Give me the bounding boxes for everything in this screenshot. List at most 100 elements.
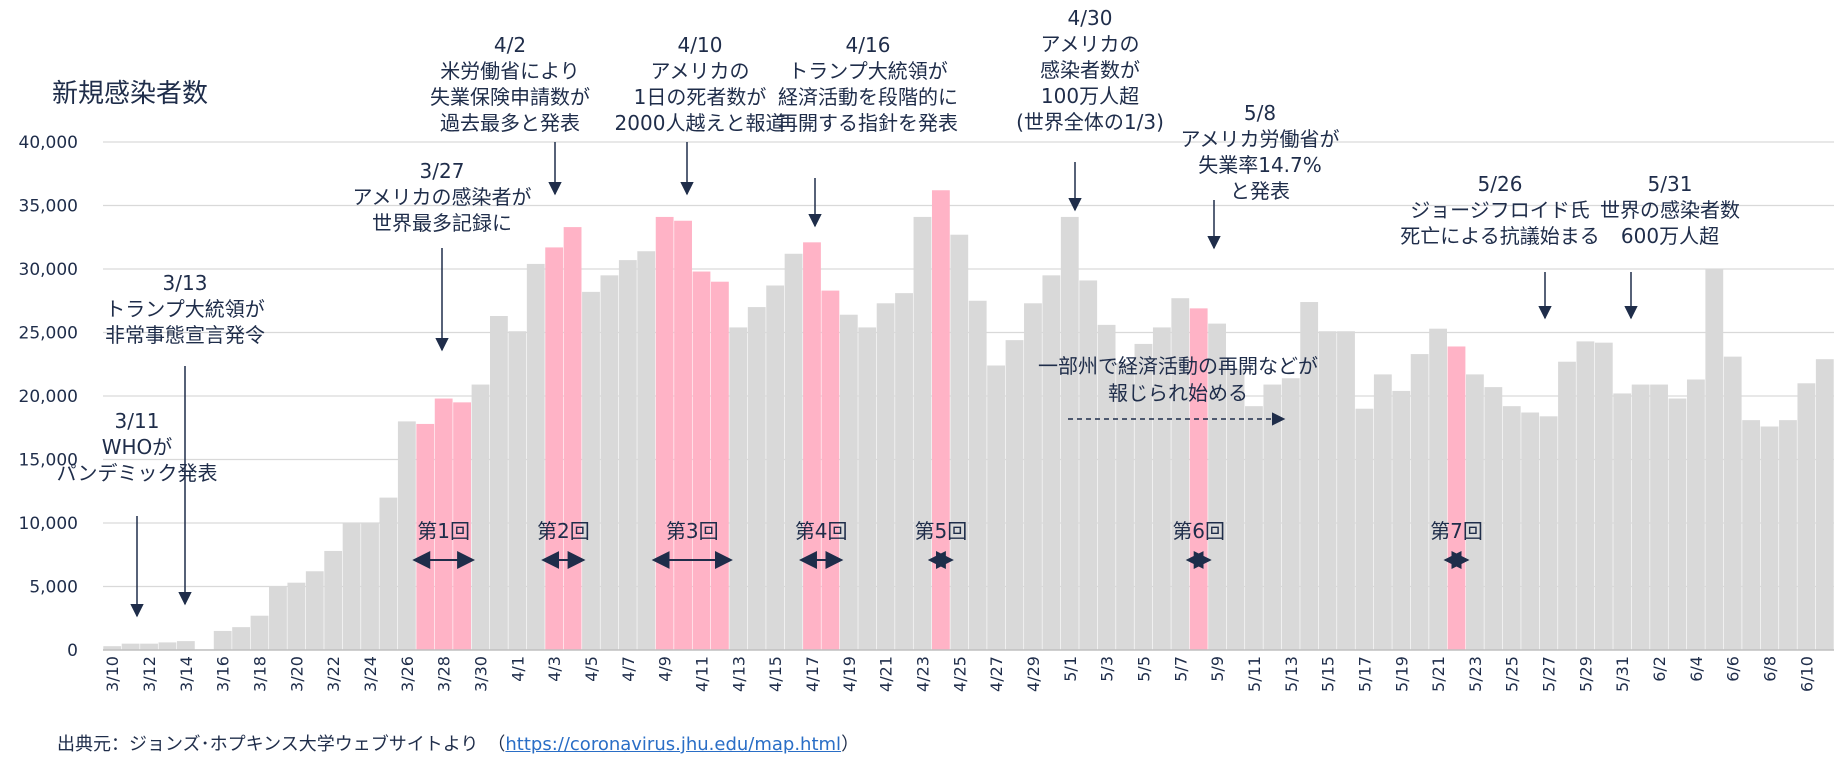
bar-5/14 bbox=[1300, 302, 1319, 650]
bar-5/27 bbox=[1539, 416, 1558, 650]
bar-3/12 bbox=[140, 643, 158, 650]
bar-3/17 bbox=[232, 627, 251, 650]
x-tick-label: 6/2 bbox=[1650, 656, 1669, 682]
bar-5/2 bbox=[1079, 280, 1098, 650]
round-markers: 第1回 第2回 第3回 第4回 第5回 第6回 第7回 bbox=[412, 519, 1483, 569]
bar-3/23 bbox=[342, 523, 361, 650]
y-tick-label: 20,000 bbox=[19, 387, 78, 407]
x-tick-label: 3/10 bbox=[103, 656, 122, 692]
bar-4/8 bbox=[637, 251, 656, 650]
bar-3/29 bbox=[453, 402, 471, 650]
bar-5/23 bbox=[1466, 374, 1484, 650]
x-tick-label: 6/8 bbox=[1761, 656, 1780, 682]
bar-4/26 bbox=[968, 300, 987, 650]
x-tick-label: 5/3 bbox=[1098, 656, 1117, 682]
bar-3/13 bbox=[158, 642, 177, 650]
bar-3/30 bbox=[471, 384, 490, 650]
bar-5/13 bbox=[1281, 378, 1300, 650]
bar-4/3 bbox=[545, 247, 564, 650]
bar-6/4 bbox=[1686, 379, 1705, 650]
annotation-line: 3/11 bbox=[115, 409, 160, 433]
round-label: 第5回 bbox=[915, 519, 968, 543]
y-axis-ticks: 0 5,000 10,000 15,000 20,000 25,000 30,000 35,0… bbox=[19, 133, 78, 661]
source-link[interactable]: https://coronavirus.jhu.edu/map.html bbox=[505, 734, 842, 755]
x-tick-label: 5/27 bbox=[1540, 656, 1559, 692]
bar-5/5 bbox=[1134, 343, 1153, 650]
bar-4/19 bbox=[839, 314, 858, 650]
x-tick-label: 5/17 bbox=[1355, 656, 1374, 692]
bar-4/23 bbox=[913, 216, 932, 650]
source-label: 出典元：ジョンズ･ホプキンス大学ウェブサイトより （ bbox=[57, 734, 506, 755]
bar-4/17 bbox=[803, 242, 821, 650]
x-tick-label: 5/1 bbox=[1061, 656, 1080, 682]
bar-3/21 bbox=[305, 571, 324, 650]
y-tick-label: 5,000 bbox=[29, 578, 78, 598]
bar-3/20 bbox=[287, 582, 306, 650]
x-tick-label: 3/22 bbox=[324, 656, 343, 692]
bar-5/9 bbox=[1208, 323, 1227, 650]
bar-3/10 bbox=[103, 646, 122, 650]
bar-4/28 bbox=[1005, 340, 1024, 650]
x-tick-label: 3/30 bbox=[472, 656, 491, 692]
x-tick-label: 5/25 bbox=[1503, 656, 1522, 692]
annotations: 3/11WHOがパンデミック発表3/13トランプ大統領が非常事態宣言発令3/27… bbox=[57, 6, 1740, 618]
bar-4/7 bbox=[618, 260, 637, 650]
annotation-line: 世界最多記録に bbox=[372, 211, 512, 235]
y-tick-label: 25,000 bbox=[19, 324, 78, 344]
annotation-line: 死亡による抗議始まる bbox=[1400, 224, 1599, 248]
x-tick-label: 4/13 bbox=[729, 656, 748, 692]
annotation-line: アメリカ労働省が bbox=[1181, 127, 1340, 151]
bar-4/5 bbox=[582, 291, 600, 650]
x-tick-label: 5/7 bbox=[1171, 656, 1190, 682]
annotation-line: 失業保険申請数が bbox=[430, 85, 590, 109]
bar-5/21 bbox=[1429, 328, 1447, 650]
x-tick-label: 3/14 bbox=[177, 656, 196, 692]
annotation-line: アメリカの感染者が bbox=[353, 185, 532, 209]
round-label: 第7回 bbox=[1430, 519, 1483, 543]
bar-6/1 bbox=[1631, 384, 1650, 650]
x-tick-label: 4/11 bbox=[692, 656, 711, 692]
annotation-line: 感染者数が bbox=[1040, 58, 1140, 82]
annotation-line: 100万人超 bbox=[1041, 84, 1139, 108]
bar-4/10 bbox=[674, 220, 692, 651]
x-tick-label: 6/10 bbox=[1797, 656, 1816, 692]
bar-4/20 bbox=[858, 327, 877, 650]
bar-4/27 bbox=[987, 365, 1006, 650]
bar-5/18 bbox=[1373, 374, 1392, 650]
bar-6/3 bbox=[1668, 398, 1687, 650]
annotation-line: 5/8 bbox=[1244, 101, 1276, 125]
y-tick-label: 40,000 bbox=[19, 133, 78, 153]
bar-5/31 bbox=[1613, 393, 1632, 650]
bar-3/27 bbox=[416, 423, 435, 650]
annotation-line: 1日の死者数が bbox=[634, 85, 767, 109]
bar-5/25 bbox=[1502, 406, 1521, 650]
bar-5/6 bbox=[1152, 327, 1171, 650]
bar-3/19 bbox=[269, 586, 287, 650]
bar-5/3 bbox=[1097, 324, 1116, 650]
bar-4/4 bbox=[563, 227, 582, 650]
bar-4/21 bbox=[876, 303, 895, 650]
bar-3/14 bbox=[176, 641, 195, 650]
x-tick-label: 4/29 bbox=[1024, 656, 1043, 692]
bar-5/22 bbox=[1447, 346, 1466, 650]
x-tick-label: 4/5 bbox=[582, 656, 601, 682]
annotation-line: (世界全体の1/3) bbox=[1016, 110, 1164, 134]
bar-5/16 bbox=[1337, 331, 1355, 650]
bar-3/28 bbox=[434, 398, 453, 650]
bar-3/18 bbox=[250, 615, 269, 650]
bar-5/7 bbox=[1171, 298, 1190, 650]
bar-3/24 bbox=[361, 523, 379, 650]
bar-6/6 bbox=[1723, 356, 1742, 650]
bar-4/9 bbox=[655, 216, 674, 650]
annotation-line: 5/31 bbox=[1648, 172, 1693, 196]
x-tick-label: 3/16 bbox=[214, 656, 233, 692]
bar-3/16 bbox=[213, 630, 232, 650]
bar-6/10 bbox=[1797, 383, 1816, 650]
bar-5/15 bbox=[1318, 331, 1337, 650]
x-tick-label: 5/29 bbox=[1576, 656, 1595, 692]
annotation-line: トランプ大統領が bbox=[105, 297, 264, 321]
bar-5/1 bbox=[1060, 216, 1079, 650]
